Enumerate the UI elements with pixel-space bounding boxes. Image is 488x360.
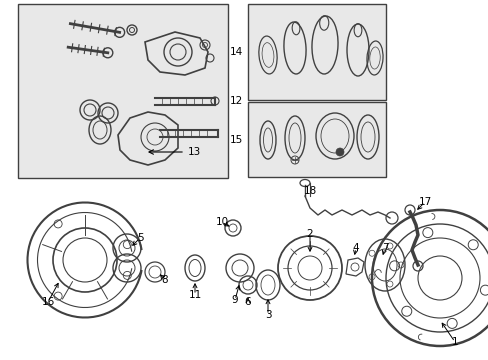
Text: 12: 12 [229, 96, 243, 106]
Text: 17: 17 [418, 197, 431, 207]
Bar [18, 4, 227, 178]
Text: 7: 7 [381, 243, 387, 253]
Text: 6: 6 [244, 297, 251, 307]
Text: 9: 9 [231, 295, 238, 305]
Text: 16: 16 [41, 297, 55, 307]
Bar [247, 102, 385, 177]
Text: 8: 8 [162, 275, 168, 285]
Text: 14: 14 [229, 47, 243, 57]
Text: 2: 2 [306, 229, 313, 239]
Text: 4: 4 [352, 243, 359, 253]
Text: 10: 10 [215, 217, 228, 227]
Text: 1: 1 [451, 337, 457, 347]
Text: 3: 3 [264, 310, 271, 320]
Text: 11: 11 [188, 290, 201, 300]
Text: 5: 5 [137, 233, 143, 243]
Text: 15: 15 [229, 135, 243, 145]
Text: 13: 13 [187, 147, 201, 157]
Text: 18: 18 [303, 186, 316, 196]
Circle shape [335, 148, 343, 156]
Bar [247, 4, 385, 100]
